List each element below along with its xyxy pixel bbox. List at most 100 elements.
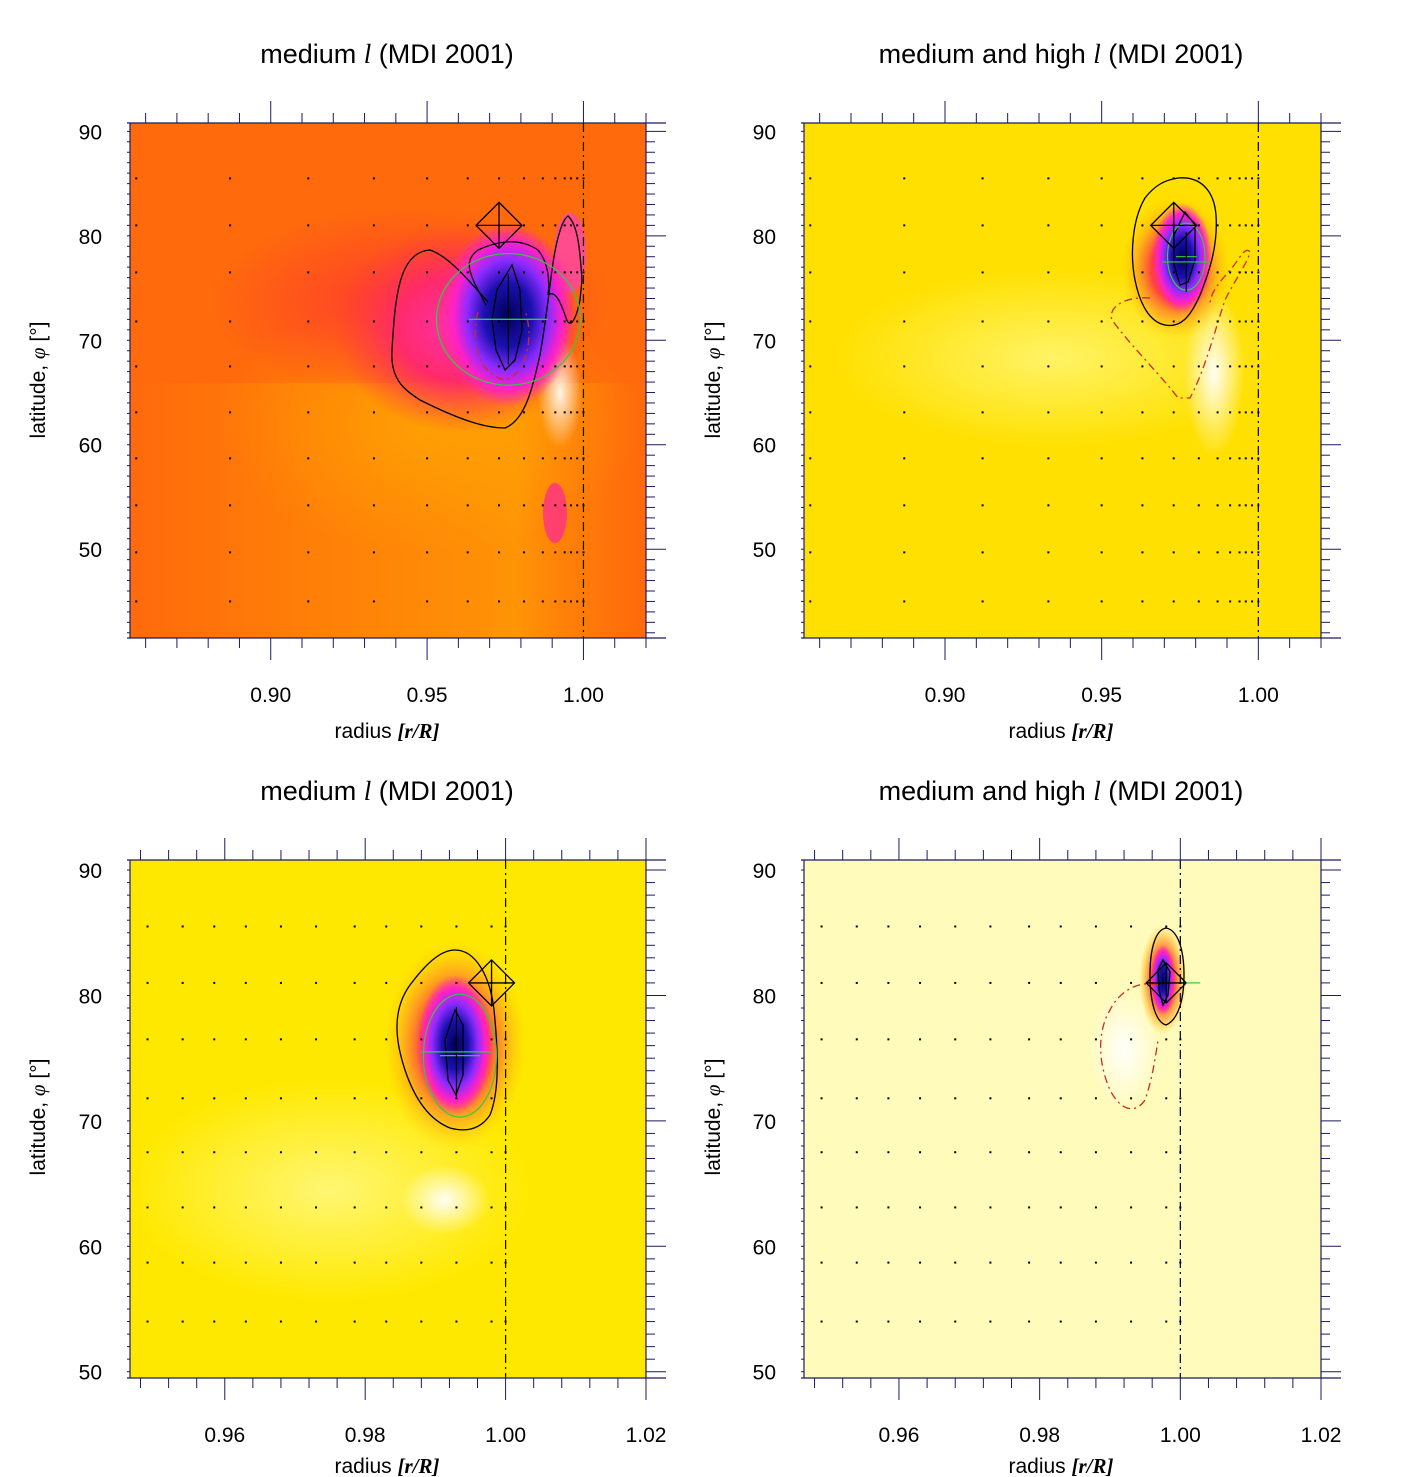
grid-point <box>576 457 579 460</box>
grid-point <box>420 981 423 984</box>
grid-point <box>981 320 984 323</box>
grid-point <box>1059 1206 1062 1209</box>
markers <box>1149 123 1259 638</box>
grid-point <box>1197 551 1200 554</box>
grid-point <box>353 1206 356 1209</box>
grid-point <box>146 1206 149 1209</box>
grid-point <box>490 1261 493 1264</box>
grid-point <box>1179 1097 1182 1100</box>
heatmap-image <box>130 123 646 638</box>
grid-point <box>315 981 318 984</box>
grid-point <box>372 271 375 274</box>
grid-point <box>426 271 429 274</box>
grid-point <box>385 1320 388 1323</box>
grid-point <box>919 1097 922 1100</box>
grid-point <box>1238 271 1241 274</box>
panel-title: medium l (MDI 2001) <box>260 39 514 69</box>
contour-outer <box>1131 177 1217 327</box>
grid-point <box>1141 504 1144 507</box>
grid-point <box>1141 411 1144 414</box>
grid-point <box>523 600 526 603</box>
grid-point <box>1197 411 1200 414</box>
grid-point <box>1251 600 1254 603</box>
grid-point <box>820 981 823 984</box>
grid-point <box>1165 925 1168 928</box>
grid-point <box>146 981 149 984</box>
grid-point <box>1130 981 1133 984</box>
grid-point <box>1047 457 1050 460</box>
grid-point <box>1251 271 1254 274</box>
grid-point <box>229 320 232 323</box>
grid-point <box>1028 981 1031 984</box>
grid-point <box>1229 551 1232 554</box>
y-tick-label: 80 <box>79 985 102 1008</box>
heatmap-region <box>1151 945 1175 1015</box>
x-tick-label: 0.96 <box>204 1424 245 1447</box>
grid-point <box>1094 1320 1097 1323</box>
grid-point <box>1238 365 1241 368</box>
grid-point <box>903 320 906 323</box>
y-axis-label: latitude, φ [°] <box>701 1059 725 1176</box>
grid-point <box>1251 365 1254 368</box>
grid-point <box>490 1320 493 1323</box>
resolution-ellipse <box>435 252 581 386</box>
grid-point <box>523 551 526 554</box>
grid-point <box>563 600 566 603</box>
grid-point <box>1094 1206 1097 1209</box>
contour-outer <box>391 215 583 429</box>
y-tick-label: 50 <box>79 1362 102 1385</box>
grid-point <box>576 177 579 180</box>
grid-point <box>1130 1151 1133 1154</box>
grid-point <box>420 1038 423 1041</box>
grid-point <box>353 1151 356 1154</box>
grid-point <box>426 177 429 180</box>
grid-point <box>307 177 310 180</box>
grid-point <box>1244 551 1247 554</box>
grid-point <box>1047 365 1050 368</box>
y-tick-label: 80 <box>753 985 776 1008</box>
grid-point <box>372 411 375 414</box>
grid-point <box>1251 504 1254 507</box>
grid-point <box>1100 457 1103 460</box>
grid-point <box>576 365 579 368</box>
grid-point <box>989 1151 992 1154</box>
grid-point <box>989 1206 992 1209</box>
grid-point <box>213 1320 216 1323</box>
grid-point <box>420 1261 423 1264</box>
grid-point <box>213 1151 216 1154</box>
grid-point <box>981 365 984 368</box>
grid-point <box>490 1151 493 1154</box>
panel-top-right: medium and high l (MDI 2001) 0.90 0.95 1.0… <box>701 39 1341 743</box>
grid-point <box>1197 224 1200 227</box>
grid-point <box>569 320 572 323</box>
grid-point <box>1047 551 1050 554</box>
grid-point <box>820 1151 823 1154</box>
grid-point <box>554 177 557 180</box>
grid-point <box>1238 224 1241 227</box>
grid-point <box>135 504 138 507</box>
grid-point <box>1059 1320 1062 1323</box>
grid-point <box>1130 1097 1133 1100</box>
grid-point <box>455 981 458 984</box>
grid-point <box>279 1151 282 1154</box>
grid-point <box>466 457 469 460</box>
grid-point <box>279 1097 282 1100</box>
grid-point <box>466 271 469 274</box>
y-tick-label: 60 <box>79 435 102 458</box>
grid-point <box>1059 1038 1062 1041</box>
grid-point <box>385 1206 388 1209</box>
grid-point <box>989 1261 992 1264</box>
grid-point <box>307 224 310 227</box>
grid-point <box>919 981 922 984</box>
x-axis-label: radius [r/R] <box>1008 1454 1113 1477</box>
grid-point <box>1141 600 1144 603</box>
grid-point <box>1028 1320 1031 1323</box>
grid-point <box>307 320 310 323</box>
grid-point <box>576 551 579 554</box>
grid-point <box>353 1097 356 1100</box>
grid-point <box>1251 224 1254 227</box>
grid-point <box>809 411 812 414</box>
grid-point <box>1028 1206 1031 1209</box>
grid-point <box>1251 177 1254 180</box>
